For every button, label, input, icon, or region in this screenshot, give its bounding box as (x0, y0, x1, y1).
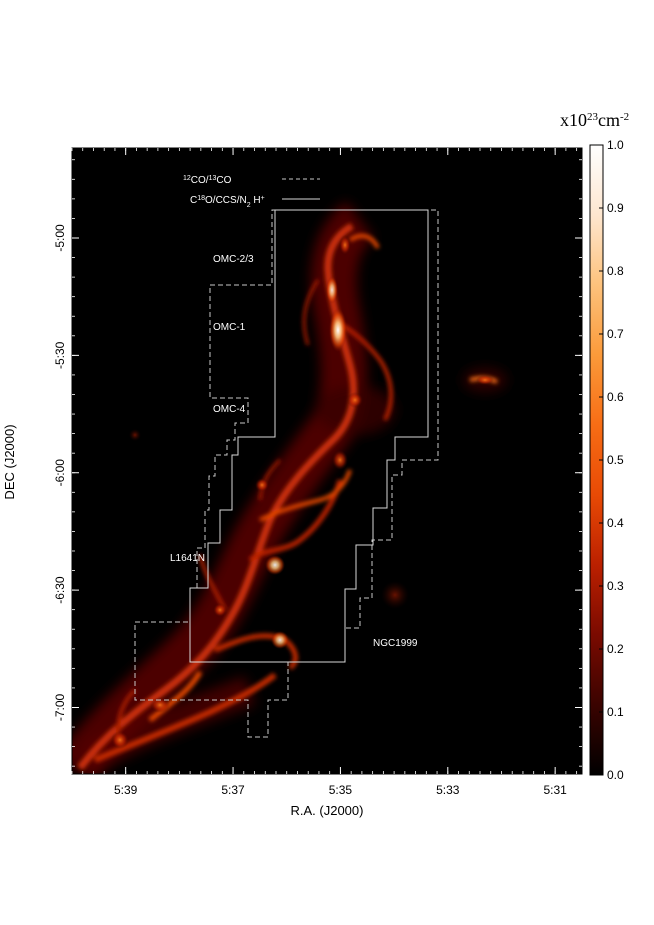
colorbar-tick-label: 0.5 (607, 453, 624, 467)
legend-c18o-sup: + (261, 195, 265, 202)
x-tick-label: 5:37 (221, 783, 245, 797)
co-survey-outline (134, 209, 439, 738)
colorbar-unit-exp: 23 (587, 111, 599, 123)
legend-c18o-tail: H (251, 195, 261, 206)
colorbar-tick-label: 0.6 (607, 390, 624, 404)
colorbar-unit-rest: cm (598, 110, 620, 130)
hot-spots (111, 235, 494, 749)
colorbar-tick-label: 1.0 (607, 138, 624, 152)
y-tick-label: -5:00 (53, 224, 67, 252)
legend-co-iso-second: 13 (209, 175, 217, 182)
legend-entry-co: 12CO/13CO (183, 175, 232, 187)
survey-outlines (134, 209, 439, 738)
y-tick-label: -7:00 (53, 693, 67, 721)
legend-c18o-iso: 18 (197, 195, 205, 202)
colorbar-ticks: 0.0 0.1 0.2 0.3 0.4 0.5 0.6 0.7 0.8 0.9 1.0 (599, 138, 624, 782)
region-labels: OMC-2/3 OMC-1 OMC-4 L1641N NGC1999 (170, 254, 418, 649)
region-label-l1641n: L1641N (170, 553, 205, 564)
legend-c18o-sub: 2 (247, 202, 251, 209)
colorbar-tick-label: 0.7 (607, 327, 624, 341)
legend-c18o-prefix: C (190, 195, 197, 206)
plot-frame (71, 147, 583, 775)
colorbar-tick-label: 0.2 (607, 642, 624, 656)
y-axis-label: DEC (J2000) (2, 424, 17, 499)
legend-entry-c18o: C18O/CCS/N2 H+ (190, 195, 265, 209)
region-label-omc-1: OMC-1 (213, 322, 246, 333)
legend: 12CO/13CO C18O/CCS/N2 H+ (183, 175, 320, 209)
colorbar-tick-label: 0.0 (607, 768, 624, 782)
y-axis-ticks: -5:00 -5:30 -6:00 -6:30 -7:00 (53, 224, 582, 721)
colorbar-tick-label: 0.1 (607, 705, 624, 719)
x-tick-label: 5:39 (114, 783, 138, 797)
colorbar-unit: x1023cm-2 (560, 110, 629, 130)
x-axis-label: R.A. (J2000) (291, 803, 364, 818)
x-tick-label: 5:35 (329, 783, 353, 797)
colorbar-tick-label: 0.3 (607, 579, 624, 593)
colorbar-unit-base: x10 (560, 110, 587, 130)
x-axis-ticks: 5:39 5:37 5:35 5:33 5:31 (114, 148, 567, 797)
colorbar-unit-rest-exp: -2 (620, 111, 629, 123)
colorbar-tick-label: 0.4 (607, 516, 624, 530)
colorbar-tick-label: 0.8 (607, 264, 624, 278)
legend-c18o-rest: O/CCS/N (205, 195, 247, 206)
legend-co-mol-second: CO (216, 175, 231, 186)
y-tick-label: -6:00 (53, 459, 67, 487)
x-tick-label: 5:31 (543, 783, 567, 797)
emission-map (72, 201, 507, 774)
colorbar-tick-label: 0.9 (607, 201, 624, 215)
region-label-omc-2-3: OMC-2/3 (213, 254, 254, 265)
legend-co-mol-main: CO/ (191, 175, 209, 186)
y-tick-label: -6:30 (53, 576, 67, 604)
y-tick-label: -5:30 (53, 341, 67, 369)
legend-co-iso-main: 12 (183, 175, 191, 182)
x-tick-label: 5:33 (436, 783, 460, 797)
region-label-omc-4: OMC-4 (213, 404, 246, 415)
region-label-ngc1999: NGC1999 (373, 638, 418, 649)
c18o-survey-outline (189, 209, 429, 663)
